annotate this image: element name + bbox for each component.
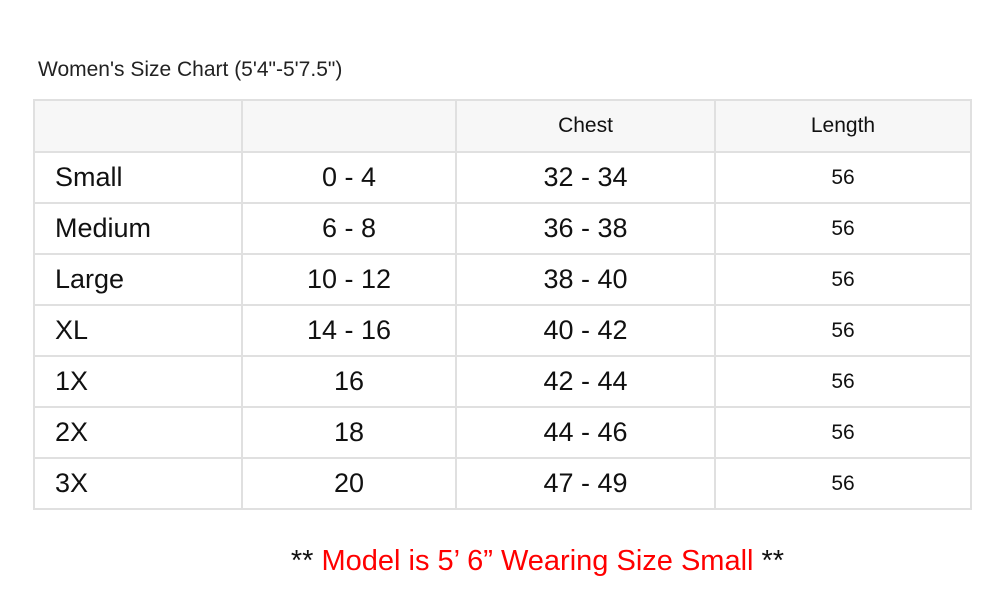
table-row: XL 14 - 16 40 - 42 56: [33, 304, 972, 357]
length-cell: 56: [714, 457, 972, 510]
chest-cell: 36 - 38: [455, 202, 716, 255]
chest-cell: 40 - 42: [455, 304, 716, 357]
length-cell: 56: [714, 406, 972, 459]
chest-cell: 32 - 34: [455, 151, 716, 204]
chest-cell: 38 - 40: [455, 253, 716, 306]
size-cell: Medium: [33, 202, 243, 255]
table-row: Medium 6 - 8 36 - 38 56: [33, 202, 972, 255]
table-row: Large 10 - 12 38 - 40 56: [33, 253, 972, 306]
us-size-cell: 20: [241, 457, 457, 510]
header-size: [33, 99, 243, 153]
us-size-cell: 0 - 4: [241, 151, 457, 204]
length-cell: 56: [714, 202, 972, 255]
size-cell: Small: [33, 151, 243, 204]
length-cell: 56: [714, 355, 972, 408]
model-note: ** Model is 5’ 6” Wearing Size Small **: [0, 545, 1000, 578]
length-cell: 56: [714, 151, 972, 204]
size-cell: 2X: [33, 406, 243, 459]
header-length: Length: [714, 99, 972, 153]
us-size-cell: 16: [241, 355, 457, 408]
chest-cell: 47 - 49: [455, 457, 716, 510]
chest-cell: 44 - 46: [455, 406, 716, 459]
table-row: 3X 20 47 - 49 56: [33, 457, 972, 510]
header-row: Chest Length: [33, 99, 972, 153]
size-cell: Large: [33, 253, 243, 306]
chart-title: Women's Size Chart (5'4"-5'7.5"): [38, 58, 343, 81]
us-size-cell: 10 - 12: [241, 253, 457, 306]
size-cell: 1X: [33, 355, 243, 408]
table-row: Small 0 - 4 32 - 34 56: [33, 151, 972, 204]
table-row: 1X 16 42 - 44 56: [33, 355, 972, 408]
size-chart-table: Chest Length Small 0 - 4 32 - 34 56 Medium 6 …: [33, 99, 972, 510]
note-suffix: **: [753, 545, 785, 577]
header-us-size: [241, 99, 457, 153]
chest-cell: 42 - 44: [455, 355, 716, 408]
header-chest: Chest: [455, 99, 716, 153]
note-text: Model is 5’ 6” Wearing Size Small: [321, 545, 754, 577]
us-size-cell: 6 - 8: [241, 202, 457, 255]
length-cell: 56: [714, 253, 972, 306]
us-size-cell: 14 - 16: [241, 304, 457, 357]
size-cell: XL: [33, 304, 243, 357]
note-prefix: **: [290, 545, 322, 577]
table-row: 2X 18 44 - 46 56: [33, 406, 972, 459]
length-cell: 56: [714, 304, 972, 357]
size-cell: 3X: [33, 457, 243, 510]
us-size-cell: 18: [241, 406, 457, 459]
